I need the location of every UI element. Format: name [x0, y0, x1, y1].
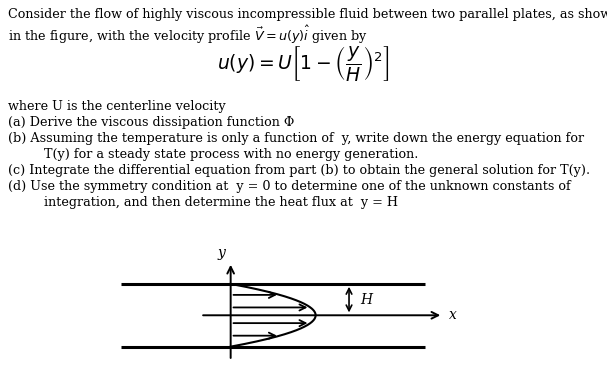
Text: (c) Integrate the differential equation from part (b) to obtain the general solu: (c) Integrate the differential equation … — [8, 164, 590, 177]
Text: $u(y) = U\left[1-\left(\dfrac{y}{H}\right)^{2}\right]$: $u(y) = U\left[1-\left(\dfrac{y}{H}\righ… — [217, 44, 389, 83]
Text: Consider the flow of highly viscous incompressible fluid between two parallel pl: Consider the flow of highly viscous inco… — [8, 8, 607, 21]
Text: (a) Derive the viscous dissipation function Φ: (a) Derive the viscous dissipation funct… — [8, 116, 294, 129]
Text: (b) Assuming the temperature is only a function of  y, write down the energy equ: (b) Assuming the temperature is only a f… — [8, 132, 584, 145]
Text: in the figure, with the velocity profile $\vec{V} = u(y)\hat{i}$ given by: in the figure, with the velocity profile… — [8, 24, 368, 46]
Text: y: y — [218, 246, 225, 260]
Text: (d) Use the symmetry condition at  y = 0 to determine one of the unknown constan: (d) Use the symmetry condition at y = 0 … — [8, 180, 571, 193]
Text: x: x — [449, 308, 457, 322]
Text: H: H — [360, 292, 372, 307]
Text: integration, and then determine the heat flux at  y = H: integration, and then determine the heat… — [28, 196, 398, 209]
Text: T(y) for a steady state process with no energy generation.: T(y) for a steady state process with no … — [28, 148, 418, 161]
Text: where U is the centerline velocity: where U is the centerline velocity — [8, 100, 226, 113]
